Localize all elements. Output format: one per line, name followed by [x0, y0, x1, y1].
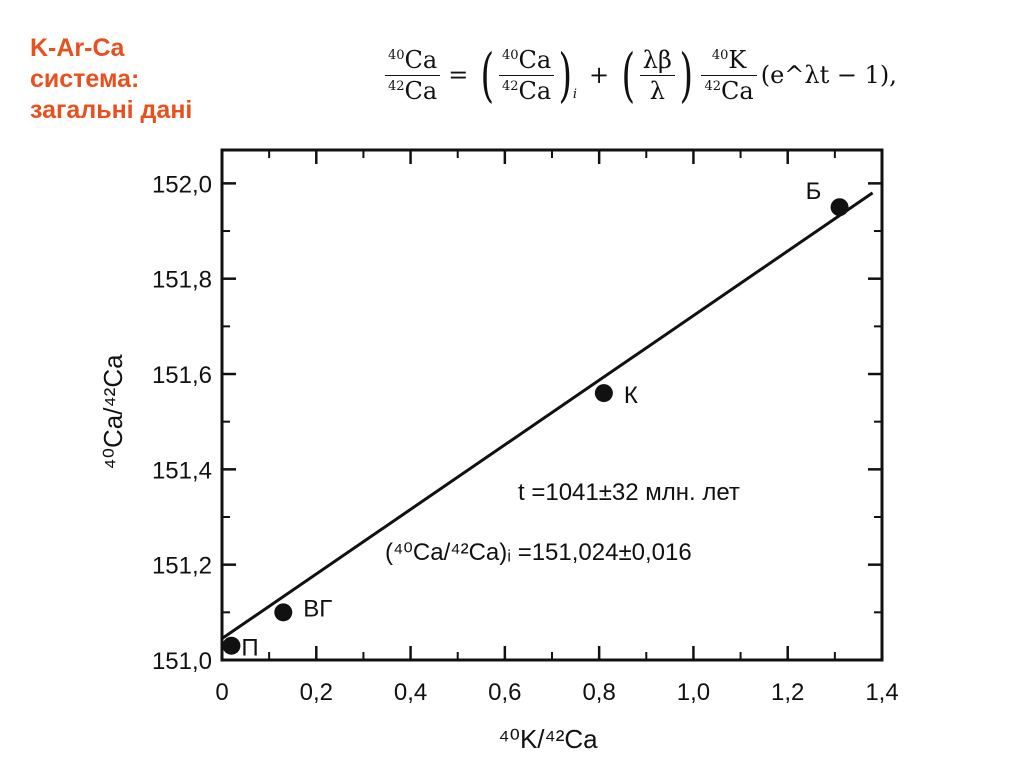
x-tick-label: 0,8	[582, 679, 615, 706]
data-point-К	[594, 384, 613, 403]
data-point-ВГ	[274, 603, 293, 622]
x-tick-label: 0,6	[488, 679, 521, 706]
decay-equation: 40Ca 42Ca = ( 40Ca 42Ca ) i + ( λβ λ ) 4…	[385, 30, 905, 120]
x-tick-label: 0,4	[394, 679, 427, 706]
x-tick-label: 0	[215, 679, 228, 706]
y-axis-label: ⁴⁰Ca/⁴²Ca	[98, 354, 128, 470]
equals-sign: =	[448, 61, 469, 89]
x-tick-label: 1,0	[677, 679, 710, 706]
plus-sign: +	[589, 61, 610, 89]
annotation-initial-ratio: (⁴⁰Ca/⁴²Ca)ᵢ =151,024±0,016	[385, 539, 692, 566]
initial-ratio-fraction: 40Ca 42Ca	[498, 46, 555, 105]
chart-axes	[220, 148, 884, 662]
x-tick-label: 1,2	[771, 679, 804, 706]
chart-ticks: 0 0,2 0,4 0,6 0,8 1,0 1,2 1,4 151,0 151,2 151,4 151…	[152, 150, 899, 706]
y-tick-label: 151,0	[152, 648, 212, 675]
data-point-label: ВГ	[303, 595, 332, 622]
lhs-fraction: 40Ca 42Ca	[385, 46, 441, 105]
slide-title: K-Ar-Ca система: загальні дані	[30, 33, 290, 126]
data-points: П ВГ К Б	[222, 178, 849, 662]
slide-title-line-1: K-Ar-Ca	[30, 34, 125, 62]
data-point-label: К	[624, 382, 638, 409]
slide-title-line-2: система:	[30, 65, 140, 93]
data-point-П	[222, 636, 241, 655]
branching-fraction: λβ λ	[639, 46, 675, 105]
plot-frame	[220, 148, 884, 662]
x-tick-label: 1,4	[865, 679, 898, 706]
y-tick-label: 151,4	[152, 457, 212, 484]
annotation-age: t =1041±32 млн. лет	[518, 479, 740, 506]
isochron-fit-line	[221, 191, 874, 640]
initial-subscript: i	[572, 87, 577, 102]
k-ca-fraction: 40K 42Ca	[701, 46, 757, 105]
y-tick-label: 151,2	[152, 553, 212, 580]
data-point-label: Б	[806, 178, 822, 205]
y-tick-label: 151,8	[152, 267, 212, 294]
x-axis-label: ⁴⁰K/⁴²Ca	[498, 724, 598, 754]
exponential-term: (e^λt − 1),	[760, 61, 897, 89]
slide-title-line-3: загальні дані	[30, 96, 193, 124]
data-point-Б	[830, 198, 849, 217]
y-tick-label: 151,6	[152, 362, 212, 389]
fit-line-layer	[221, 191, 874, 640]
y-tick-label: 152,0	[152, 171, 212, 198]
x-tick-label: 0,2	[300, 679, 333, 706]
data-point-label: П	[241, 635, 258, 662]
